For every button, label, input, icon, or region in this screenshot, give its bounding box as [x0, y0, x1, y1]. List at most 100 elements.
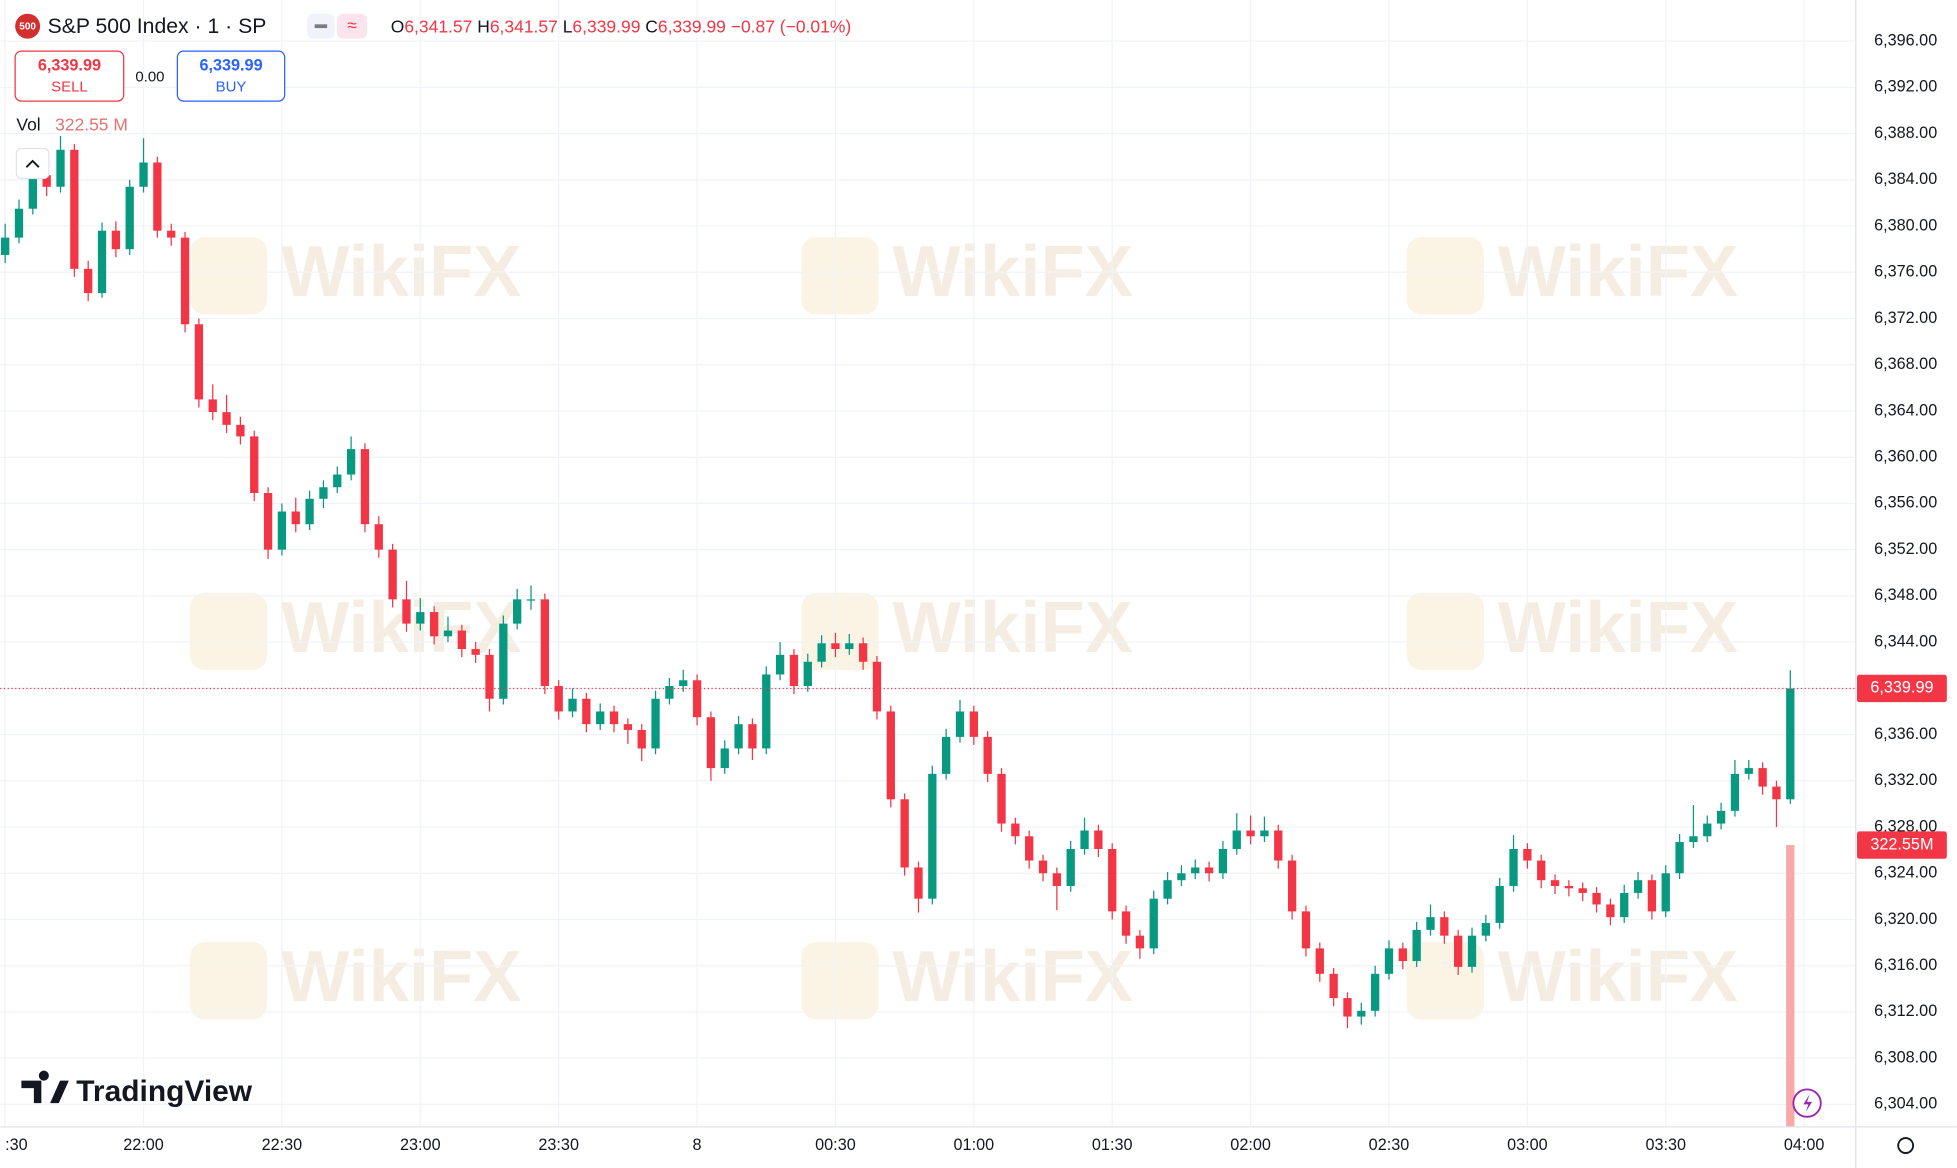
y-tick-label: 6,388.00 — [1874, 124, 1937, 142]
candle-body — [97, 230, 107, 294]
candle-body — [803, 661, 812, 687]
candle-body — [858, 643, 868, 662]
candle-body — [263, 493, 273, 550]
x-tick-label: 04:00 — [1784, 1136, 1825, 1154]
candle-body — [1481, 922, 1491, 936]
candle-body — [734, 724, 743, 749]
candle-body — [651, 698, 660, 749]
candle-body — [900, 799, 909, 868]
candle-body — [1343, 998, 1352, 1017]
symbol-badge: 500 — [19, 21, 36, 32]
watermark-logo — [801, 237, 879, 315]
candle-body — [1149, 898, 1158, 949]
candle-body — [1260, 830, 1269, 837]
axes: 6,304.00 6,308.00 6,312.00 6,316.00 6,320.00… — [5, 31, 1947, 1154]
candle-body — [983, 736, 992, 774]
y-tick-label: 6,368.00 — [1874, 355, 1937, 373]
h-label: H — [477, 16, 490, 36]
candle-body — [1426, 917, 1435, 930]
volume-tag — [1856, 831, 1947, 859]
y-tick-label: 6,392.00 — [1874, 78, 1937, 96]
candle-body — [1038, 860, 1048, 874]
candle-body — [942, 736, 951, 774]
volume-label: Vol — [16, 115, 40, 135]
candle-body — [346, 449, 356, 475]
watermark-logo — [189, 942, 268, 1020]
toggle-button[interactable] — [337, 13, 368, 39]
candle-body — [70, 149, 79, 269]
candle-body — [1121, 911, 1131, 936]
candle-body — [208, 399, 217, 413]
watermark: WikiFX — [1498, 231, 1739, 312]
chart-title[interactable]: S&P 500 Index · 1 · SP — [48, 15, 267, 38]
sell-label: SELL — [51, 78, 88, 95]
candle-body — [1135, 935, 1145, 949]
candle-body — [1315, 948, 1324, 974]
candle-body — [374, 524, 383, 550]
last-price-tag — [1856, 674, 1947, 703]
candle-body — [914, 867, 923, 899]
candle-body — [1467, 935, 1477, 967]
candle-body — [637, 729, 646, 749]
candle-body — [609, 711, 619, 725]
candle-body — [1495, 885, 1504, 923]
candle-body — [360, 449, 370, 525]
collapse-button[interactable] — [15, 147, 50, 180]
watermark: WikiFX — [892, 936, 1133, 1017]
candle-body — [1523, 848, 1532, 861]
x-tick-label: 22:30 — [262, 1136, 303, 1154]
candle-body — [1440, 917, 1449, 936]
settings-button[interactable] — [1897, 1137, 1915, 1154]
candle-body — [1066, 848, 1075, 886]
c-label: C — [645, 16, 658, 36]
l-value: 6,339.99 — [572, 16, 640, 36]
y-tick-label: 6,384.00 — [1874, 170, 1937, 188]
buy-price: 6,339.99 — [199, 56, 262, 74]
candle-body — [775, 654, 785, 675]
x-tick-label: 03:30 — [1645, 1136, 1686, 1154]
ohlc-legend: O6,341.57 H6,341.57 L6,339.99 C6,339.99 … — [391, 16, 851, 36]
candle-body — [928, 773, 937, 899]
candle-body — [416, 612, 425, 624]
candle-body — [42, 175, 51, 187]
candle-body — [1772, 786, 1781, 800]
candle-body — [706, 717, 716, 769]
candle-body — [554, 686, 563, 712]
candle-body — [1108, 848, 1117, 912]
y-tick-label: 6,372.00 — [1874, 309, 1937, 327]
candle-body — [1550, 880, 1560, 886]
candle-body — [692, 680, 702, 718]
sell-price: 6,339.99 — [38, 56, 101, 74]
candle-body — [1025, 836, 1034, 861]
candle-body — [526, 599, 536, 601]
l-label: L — [563, 16, 573, 36]
candle-body — [1730, 773, 1740, 811]
x-tick-label: 01:00 — [954, 1136, 995, 1154]
candle-body — [762, 674, 771, 749]
watermark: WikiFX — [892, 231, 1133, 312]
x-tick-label: :30 — [5, 1136, 28, 1154]
y-tick-label: 6,332.00 — [1874, 771, 1937, 789]
watermark: WikiFX — [281, 587, 522, 668]
candle-body — [277, 511, 287, 550]
candle-body — [250, 436, 259, 494]
y-tick-label: 6,380.00 — [1874, 216, 1937, 234]
volume-value: 322.55 M — [55, 115, 128, 135]
watermark-logo — [189, 237, 268, 315]
watermark: WikiFX — [281, 231, 522, 312]
candle-body — [1357, 1010, 1366, 1017]
sell-button[interactable] — [14, 50, 125, 102]
watermark-logo — [1406, 942, 1484, 1020]
candle-body — [291, 511, 300, 525]
watermark: WikiFX — [281, 936, 522, 1017]
watermark: WikiFX — [1498, 587, 1739, 668]
candle-body — [1578, 888, 1587, 893]
buy-button[interactable] — [176, 50, 286, 102]
candle-body — [180, 237, 190, 325]
candle-body — [1218, 848, 1228, 874]
x-tick-label: 8 — [693, 1136, 702, 1154]
candle-body — [1758, 768, 1767, 787]
candle-body — [789, 654, 799, 687]
candle-body — [720, 748, 729, 769]
